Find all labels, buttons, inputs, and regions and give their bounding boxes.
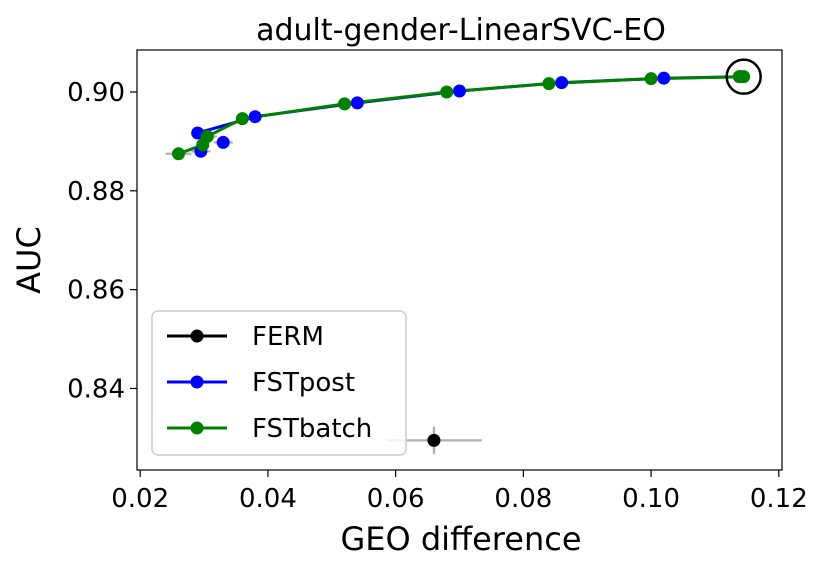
legend-fstbatch-marker xyxy=(190,421,204,435)
legend-fstpost-marker xyxy=(190,375,204,389)
y-axis-label: AUC xyxy=(10,226,48,294)
legend: FERM FSTpost FSTbatch xyxy=(151,310,407,456)
fstpost-point xyxy=(657,71,671,85)
legend-fstbatch-label: FSTbatch xyxy=(252,414,372,444)
annotations xyxy=(725,58,762,95)
y-axis-ticks: 0.84 0.86 0.88 0.90 xyxy=(67,78,137,404)
fstbatch-point xyxy=(542,77,556,91)
data-points xyxy=(172,70,751,447)
plot-area: 0.02 0.04 0.06 0.08 0.10 0.12 0.84 0.86 0.88 0.9… xyxy=(67,49,808,514)
x-tick-label: 0.08 xyxy=(494,484,552,514)
fstbatch-point xyxy=(644,72,658,86)
fstbatch-point xyxy=(338,97,352,111)
legend-ferm-marker xyxy=(190,329,204,343)
fstbatch-point xyxy=(235,112,249,126)
fstpost-point xyxy=(350,96,364,110)
fstbatch-point xyxy=(200,129,214,143)
fstpost-point xyxy=(453,84,466,98)
fstpost-point xyxy=(248,110,262,124)
legend-ferm-label: FERM xyxy=(252,322,324,352)
fstbatch-point xyxy=(172,147,186,161)
highlight-circle xyxy=(725,58,762,95)
chart-title: adult-gender-LinearSVC-EO xyxy=(256,13,666,48)
ferm-point xyxy=(427,433,441,447)
plot-frame xyxy=(136,49,783,471)
fstbatch-point xyxy=(737,70,751,84)
x-axis-ticks: 0.02 0.04 0.06 0.08 0.10 0.12 xyxy=(111,470,808,514)
y-tick-label: 0.88 xyxy=(67,177,125,207)
y-tick-label: 0.86 xyxy=(67,276,125,306)
y-tick-label: 0.84 xyxy=(67,374,125,404)
x-tick-label: 0.10 xyxy=(622,484,680,514)
fstpost-point xyxy=(555,76,569,90)
legend-fstpost-label: FSTpost xyxy=(252,368,355,398)
legend-box xyxy=(151,310,407,456)
y-tick-label: 0.90 xyxy=(67,78,125,108)
x-tick-label: 0.06 xyxy=(367,484,425,514)
x-tick-label: 0.04 xyxy=(239,484,297,514)
x-tick-label: 0.12 xyxy=(750,484,808,514)
fstbatch-point xyxy=(440,85,454,99)
x-tick-label: 0.02 xyxy=(111,484,169,514)
x-axis-label: GEO difference xyxy=(340,520,581,558)
fstpost-point xyxy=(216,135,230,149)
fstpost-series-line xyxy=(197,75,741,135)
